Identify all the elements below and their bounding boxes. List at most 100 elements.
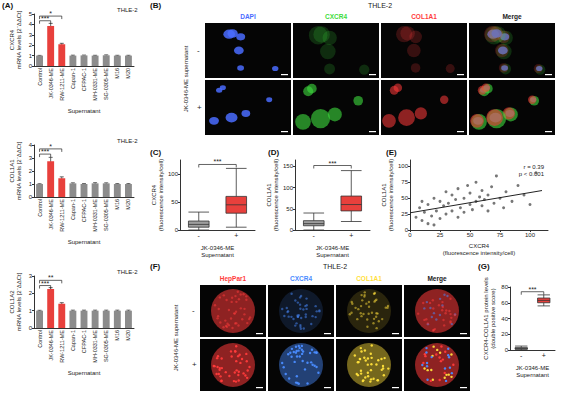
svg-text:***: *** [213, 158, 221, 165]
svg-text:SG-0305-ME: SG-0305-ME [103, 68, 109, 100]
svg-text:(fluorescence intensity/cell): (fluorescence intensity/cell) [273, 159, 279, 231]
svg-text:Capan-1: Capan-1 [70, 199, 76, 220]
svg-text:JK-0346-ME: JK-0346-ME [201, 245, 234, 251]
svg-text:MH-0331-ME: MH-0331-ME [92, 68, 98, 101]
svg-text:3: 3 [29, 32, 33, 38]
svg-text:MH-0331-ME: MH-0331-ME [92, 330, 98, 363]
svg-text:0: 0 [175, 227, 179, 233]
svg-text:2: 2 [29, 290, 33, 296]
svg-text:RW-1211-ME: RW-1211-ME [59, 330, 65, 363]
svg-text:THLE-2: THLE-2 [117, 7, 138, 13]
svg-text:M20: M20 [125, 68, 131, 79]
svg-text:(fluorescence intensity/cell): (fluorescence intensity/cell) [443, 250, 515, 256]
svg-text:RW-1211-ME: RW-1211-ME [59, 68, 65, 101]
svg-text:CXCR4-COL1A1 protein levels: CXCR4-COL1A1 protein levels [483, 277, 489, 359]
svg-text:20: 20 [501, 331, 508, 337]
svg-text:+: + [349, 232, 353, 239]
svg-text:0: 0 [29, 194, 33, 200]
svg-text:50: 50 [171, 199, 178, 205]
svg-text:*: * [49, 143, 52, 150]
svg-text:M16: M16 [114, 199, 120, 210]
svg-text:50: 50 [401, 195, 408, 201]
svg-text:COL1A1: COL1A1 [9, 159, 15, 183]
svg-text:-: - [520, 352, 523, 359]
svg-text:4: 4 [29, 21, 33, 27]
svg-text:***: *** [328, 160, 336, 167]
svg-text:100: 100 [168, 171, 179, 177]
svg-text:(double positive score): (double positive score) [490, 288, 496, 348]
svg-text:2: 2 [29, 42, 33, 48]
svg-text:r = 0.39: r = 0.39 [523, 164, 544, 170]
svg-text:CXCR4: CXCR4 [151, 184, 157, 205]
svg-text:COL1A1: COL1A1 [266, 183, 272, 207]
svg-text:JK-0346-ME: JK-0346-ME [48, 199, 54, 230]
svg-text:*: * [49, 10, 52, 17]
svg-text:3: 3 [29, 155, 33, 161]
svg-text:0: 0 [408, 232, 412, 238]
svg-text:40: 40 [501, 316, 508, 322]
svg-text:75: 75 [497, 232, 504, 238]
svg-text:75: 75 [401, 179, 408, 185]
svg-text:COL1A1: COL1A1 [381, 183, 387, 207]
svg-text:Capan-1: Capan-1 [70, 68, 76, 89]
svg-text:Supernatant: Supernatant [316, 252, 349, 258]
svg-text:25: 25 [437, 232, 444, 238]
svg-text:M20: M20 [125, 199, 131, 210]
svg-text:1: 1 [29, 53, 33, 59]
svg-text:JK-0346-ME: JK-0346-ME [516, 365, 549, 371]
svg-text:Control: Control [37, 199, 43, 217]
svg-text:-: - [198, 232, 201, 239]
svg-text:RW-1211-ME: RW-1211-ME [59, 199, 65, 232]
svg-text:(fluorescence intensity/cell): (fluorescence intensity/cell) [158, 159, 164, 231]
svg-text:0: 0 [290, 227, 294, 233]
svg-text:4: 4 [29, 142, 33, 148]
svg-text:25: 25 [401, 211, 408, 217]
svg-text:SG-0305-ME: SG-0305-ME [103, 330, 109, 362]
svg-text:THLE-2: THLE-2 [117, 269, 138, 275]
svg-text:Capan-1: Capan-1 [70, 330, 76, 351]
svg-text:100: 100 [398, 163, 409, 169]
svg-text:JK-0346-ME: JK-0346-ME [316, 245, 349, 251]
svg-text:+: + [542, 352, 546, 359]
svg-text:0: 0 [29, 63, 33, 69]
svg-text:CXCR4: CXCR4 [469, 243, 490, 249]
svg-text:5: 5 [29, 11, 33, 17]
svg-text:50: 50 [467, 232, 474, 238]
svg-text:Supernatant: Supernatant [68, 370, 101, 376]
svg-text:50: 50 [286, 206, 293, 212]
svg-text:1: 1 [29, 181, 33, 187]
svg-text:THLE-2: THLE-2 [117, 138, 138, 144]
svg-text:JK-0346-ME: JK-0346-ME [48, 330, 54, 361]
svg-text:Supernatant: Supernatant [516, 372, 549, 378]
svg-text:M16: M16 [114, 68, 120, 79]
svg-text:0: 0 [505, 347, 509, 353]
svg-text:0: 0 [29, 325, 33, 331]
svg-text:**: ** [48, 274, 54, 281]
svg-text:-: - [313, 232, 316, 239]
svg-text:1: 1 [29, 308, 33, 314]
svg-text:p < 0.001: p < 0.001 [519, 171, 545, 177]
svg-text:SG-0305-ME: SG-0305-ME [103, 199, 109, 231]
svg-text:80: 80 [501, 284, 508, 290]
svg-text:3: 3 [29, 273, 33, 279]
svg-text:Supernatant: Supernatant [68, 108, 101, 114]
svg-text:COL1A2: COL1A2 [9, 290, 15, 314]
svg-text:(fluorescence intensity/cell): (fluorescence intensity/cell) [388, 159, 394, 231]
svg-text:Supernatant: Supernatant [201, 252, 234, 258]
svg-text:***: *** [528, 286, 536, 293]
svg-text:mRNA levels [2⁻ΔΔCt]: mRNA levels [2⁻ΔΔCt] [16, 141, 22, 200]
svg-text:M20: M20 [125, 330, 131, 341]
svg-text:100: 100 [283, 185, 294, 191]
svg-text:+: + [234, 232, 238, 239]
svg-text:mRNA levels [2⁻ΔΔCt]: mRNA levels [2⁻ΔΔCt] [16, 10, 22, 69]
svg-text:M16: M16 [114, 330, 120, 341]
svg-text:CFPAC-1: CFPAC-1 [81, 199, 87, 222]
svg-text:mRNA levels [2⁻ΔΔCt]: mRNA levels [2⁻ΔΔCt] [16, 272, 22, 331]
svg-text:Supernatant: Supernatant [68, 239, 101, 245]
svg-text:CFPAC-1: CFPAC-1 [81, 330, 87, 353]
svg-text:MH-0331-ME: MH-0331-ME [92, 199, 98, 232]
svg-text:150: 150 [283, 163, 294, 169]
svg-text:CFPAC-1: CFPAC-1 [81, 68, 87, 91]
svg-text:CXCR4: CXCR4 [9, 29, 15, 50]
svg-text:JK-0346-ME: JK-0346-ME [48, 68, 54, 99]
